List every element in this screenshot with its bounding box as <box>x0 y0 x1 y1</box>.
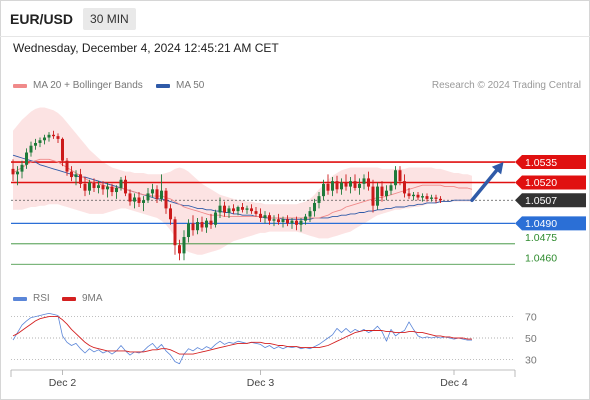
credit-label: Research © 2024 Trading Central <box>431 80 581 91</box>
legend-ma20-label: MA 20 + Bollinger Bands <box>33 80 143 91</box>
legend-9ma-label: 9MA <box>82 293 103 304</box>
legend-ma50: MA 50 <box>156 80 204 91</box>
symbol-label: EUR/USD <box>10 11 74 27</box>
timeframe-button[interactable]: 30 MIN <box>83 8 136 30</box>
rsi-swatch <box>13 296 27 301</box>
legend-ma20-bb: MA 20 + Bollinger Bands <box>13 80 143 91</box>
ma20-swatch <box>13 83 27 88</box>
datetime-label: Wednesday, December 4, 2024 12:45:21 AM … <box>13 41 279 55</box>
ma50-swatch <box>156 83 170 88</box>
legend-rsi: RSI <box>13 293 50 304</box>
header: EUR/USD 30 MIN <box>10 7 136 31</box>
legend-9ma: 9MA <box>62 293 103 304</box>
legend-ma50-label: MA 50 <box>176 80 205 91</box>
ma9-swatch <box>62 296 76 301</box>
header-divider <box>0 36 590 37</box>
legend-rsi-label: RSI <box>33 293 50 304</box>
